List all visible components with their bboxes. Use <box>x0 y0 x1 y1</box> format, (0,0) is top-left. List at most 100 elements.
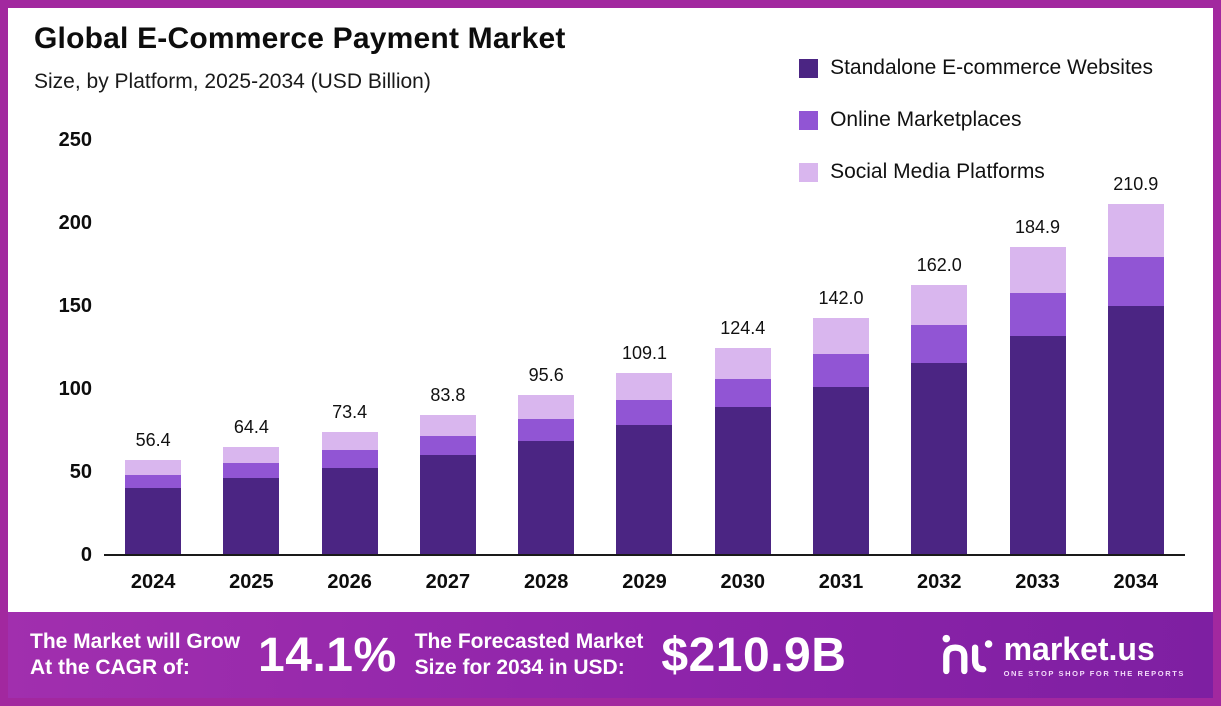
bar-segment-2 <box>518 395 575 420</box>
bar-segment-2 <box>1107 203 1164 257</box>
bar-group: 56.4 <box>104 430 202 554</box>
bar-value-label: 73.4 <box>332 402 368 423</box>
legend-swatch <box>799 162 819 182</box>
bar-segment-1 <box>223 463 280 479</box>
chart-subtitle: Size, by Platform, 2025-2034 (USD Billio… <box>34 70 431 93</box>
bar-group: 142.0 <box>792 288 890 554</box>
bar-group: 83.8 <box>399 385 497 554</box>
bar-segment-0 <box>911 363 968 554</box>
bar-segment-0 <box>1009 336 1066 554</box>
bar-segment-0 <box>125 487 182 554</box>
bar-segment-1 <box>321 450 378 468</box>
bar-value-label: 64.4 <box>233 417 269 438</box>
legend-swatch <box>799 58 819 78</box>
legend-item: Standalone E-commerce Websites <box>799 56 1153 80</box>
stacked-bar <box>223 447 280 554</box>
page-title: Global E-Commerce Payment Market <box>34 22 566 55</box>
bar-segment-2 <box>125 460 182 475</box>
bar-segment-1 <box>518 419 575 442</box>
bar-group: 124.4 <box>694 318 792 554</box>
bar-segment-0 <box>419 455 476 554</box>
bar-group: 73.4 <box>301 402 399 554</box>
y-tick-label: 250 <box>58 129 92 151</box>
legend-item: Online Marketplaces <box>799 108 1153 132</box>
bar-segment-2 <box>911 285 968 326</box>
bar-segment-2 <box>714 347 771 379</box>
stacked-bar <box>518 395 575 554</box>
bar-segment-1 <box>125 474 182 488</box>
stacked-bar <box>1107 203 1164 554</box>
bar-segment-1 <box>616 399 673 426</box>
legend-label: Social Media Platforms <box>830 160 1045 183</box>
bar-value-label: 95.6 <box>528 365 564 386</box>
bar-segment-2 <box>1009 247 1066 294</box>
marketus-logo-icon <box>940 631 994 680</box>
x-tick-label: 2026 <box>327 571 372 593</box>
bar-value-label: 142.0 <box>818 288 864 309</box>
bar-value-label: 56.4 <box>135 430 171 451</box>
bar-segment-0 <box>223 478 280 554</box>
logo-text-block: market.us ONE STOP SHOP FOR THE REPORTS <box>1004 633 1185 678</box>
bar-value-label: 83.8 <box>430 384 466 405</box>
stacked-bar <box>812 318 869 554</box>
bar-segment-2 <box>812 318 869 354</box>
bar-segment-0 <box>518 441 575 554</box>
y-tick-label: 50 <box>69 461 92 483</box>
forecast-value: $210.9B <box>661 628 847 682</box>
forecast-label: The Forecasted Market Size for 2034 in U… <box>414 629 644 679</box>
legend: Standalone E-commerce Websites Online Mar… <box>799 56 1153 184</box>
bar-segment-1 <box>1009 293 1066 337</box>
chart-card: Global E-Commerce Payment Market Size, b… <box>8 8 1213 608</box>
bar-segment-0 <box>1107 305 1164 554</box>
x-tick-label: 2029 <box>622 571 667 593</box>
x-tick-label: 2034 <box>1113 571 1159 593</box>
bar-group: 64.4 <box>202 417 300 554</box>
legend-label: Online Marketplaces <box>830 108 1022 131</box>
x-tick-label: 2030 <box>720 571 765 593</box>
bar-segment-0 <box>321 467 378 554</box>
bar-segment-2 <box>616 372 673 400</box>
bars-row: 56.4 64.4 73.4 83.8 95.6 109.1 124.4 142.0 162.0… <box>104 141 1185 554</box>
bar-segment-1 <box>911 325 968 364</box>
legend-label: Standalone E-commerce Websites <box>830 56 1153 79</box>
logo-text: market.us <box>1003 630 1155 667</box>
bar-segment-2 <box>321 432 378 451</box>
y-axis: 0 50 100 150 200 250 <box>34 129 92 566</box>
chart: 0 50 100 150 200 250 56.4 64.4 73.4 83.8 95.6 109.… <box>34 116 1187 608</box>
cagr-label: The Market will Grow At the CAGR of: <box>30 629 241 679</box>
bar-segment-1 <box>1107 256 1164 306</box>
bar-value-label: 109.1 <box>621 342 667 363</box>
bar-group: 210.9 <box>1087 174 1185 554</box>
bar-value-label: 124.4 <box>720 317 766 338</box>
x-tick-label: 2033 <box>1015 571 1060 593</box>
stacked-bar <box>714 347 771 554</box>
bar-group: 162.0 <box>890 255 988 554</box>
bar-segment-0 <box>812 386 869 554</box>
y-tick-label: 150 <box>58 295 92 317</box>
bar-segment-1 <box>714 378 771 408</box>
bar-value-label: 184.9 <box>1015 217 1061 238</box>
plot-area: 56.4 64.4 73.4 83.8 95.6 109.1 124.4 142.0 162.0… <box>104 141 1185 556</box>
stacked-bar <box>419 414 476 554</box>
legend-swatch <box>799 110 819 130</box>
y-tick-label: 200 <box>58 212 92 234</box>
bar-segment-2 <box>419 414 476 436</box>
bar-segment-0 <box>616 425 673 554</box>
x-tick-label: 2024 <box>130 571 176 593</box>
x-tick-label: 2028 <box>523 571 569 593</box>
stacked-bar <box>321 432 378 554</box>
bar-group: 95.6 <box>497 365 595 554</box>
marketus-logo: market.us ONE STOP SHOP FOR THE REPORTS <box>940 631 1185 680</box>
stacked-bar <box>125 460 182 554</box>
bar-segment-2 <box>223 447 280 464</box>
bar-value-label: 162.0 <box>916 255 962 276</box>
bar-group: 184.9 <box>988 217 1086 554</box>
y-tick-label: 0 <box>80 544 92 566</box>
x-tick-label: 2025 <box>229 571 274 593</box>
stacked-bar <box>911 285 968 554</box>
footer-banner: The Market will Grow At the CAGR of: 14.… <box>8 608 1213 698</box>
x-tick-label: 2027 <box>425 571 471 593</box>
x-tick-label: 2032 <box>917 571 962 593</box>
y-tick-label: 100 <box>58 378 92 400</box>
